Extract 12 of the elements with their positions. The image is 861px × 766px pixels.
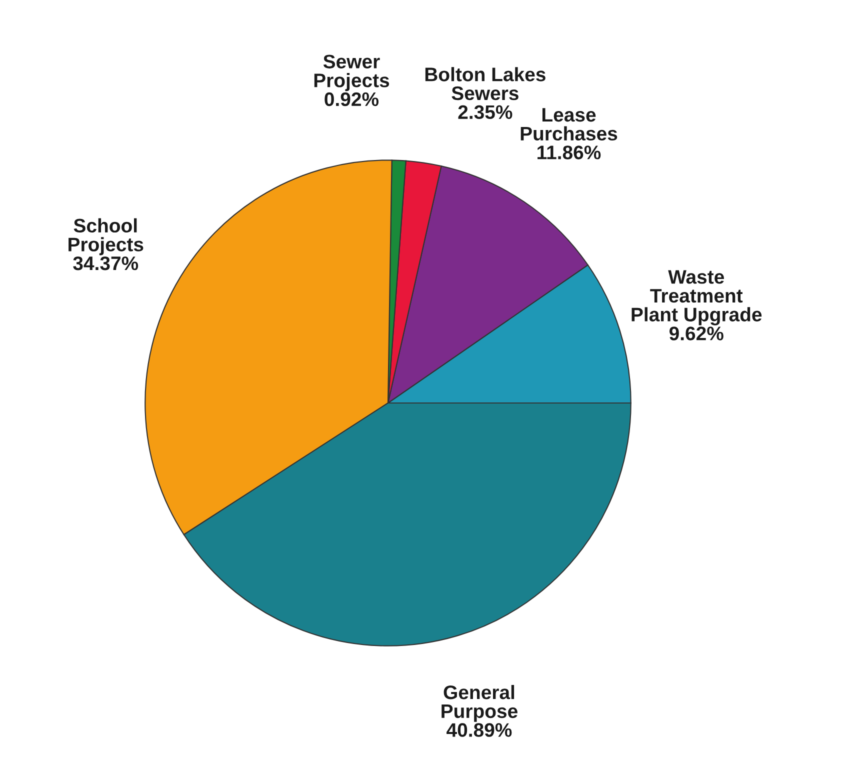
slice-label: Bolton Lakes Sewers [425,67,546,100]
slice-label: General Purpose [442,684,518,722]
slice-label: Waste Treatment Plant Upgrade [632,270,762,326]
data-label: 11.86% [538,146,601,160]
slice-label: Lease Purchases [520,108,618,141]
data-label: 9.62% [669,326,724,340]
data-label: 2.35% [458,105,512,120]
slice-label: School Projects [68,218,144,256]
data-label: 40.89% [446,723,512,737]
slice-label: Sewer Projects [314,54,390,92]
data-label: 0.92% [324,92,379,106]
data-label: 34.37% [73,256,138,270]
